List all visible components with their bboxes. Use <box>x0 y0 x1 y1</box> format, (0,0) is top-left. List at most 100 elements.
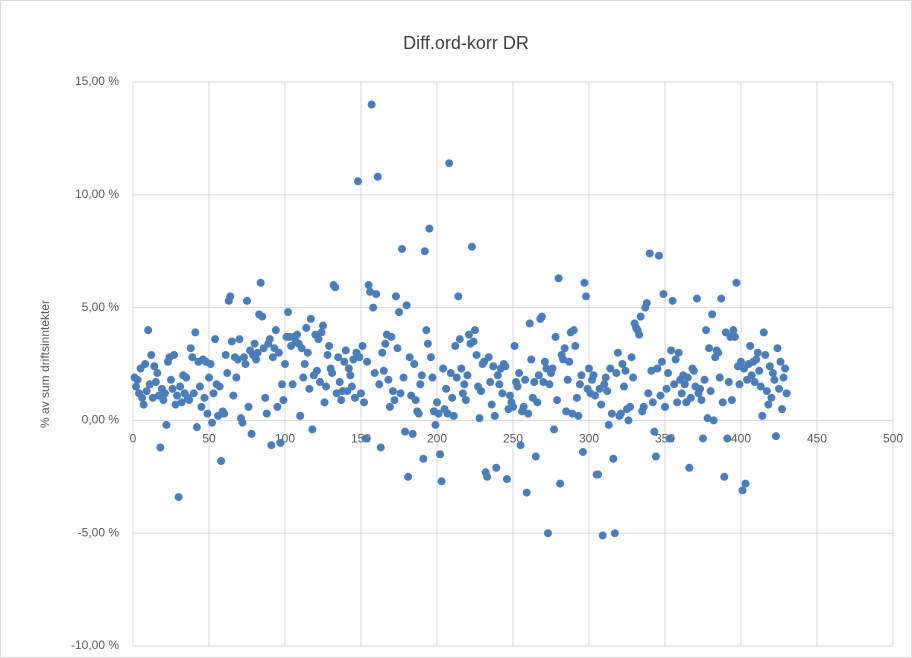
point <box>211 335 220 344</box>
point <box>253 348 262 357</box>
point <box>714 348 723 357</box>
point <box>699 434 707 443</box>
point <box>486 378 495 387</box>
point <box>451 341 460 350</box>
point <box>609 454 618 463</box>
point <box>779 373 788 382</box>
point <box>357 389 365 398</box>
point <box>618 360 627 368</box>
point <box>484 353 493 362</box>
point <box>600 380 609 389</box>
point <box>572 393 581 402</box>
point <box>293 330 302 339</box>
point <box>221 350 230 359</box>
point <box>437 477 446 486</box>
point <box>492 463 501 472</box>
point <box>591 391 600 400</box>
point <box>525 319 534 328</box>
point <box>235 335 244 344</box>
point <box>411 396 420 405</box>
point <box>449 411 458 420</box>
point <box>358 341 367 350</box>
point <box>265 335 274 344</box>
point <box>206 360 215 368</box>
point <box>540 357 549 366</box>
point <box>144 326 153 335</box>
point <box>603 387 612 396</box>
point <box>764 400 773 409</box>
point <box>680 380 689 389</box>
point <box>267 441 276 450</box>
point <box>244 402 253 411</box>
y-tick-label: 0,00 % <box>82 413 120 427</box>
point <box>434 409 443 418</box>
point <box>340 357 349 366</box>
point <box>560 344 569 353</box>
point <box>436 450 445 459</box>
x-tick-label: 50 <box>202 432 216 446</box>
point <box>410 360 419 368</box>
point <box>297 344 306 353</box>
point <box>404 472 413 481</box>
point <box>188 353 197 362</box>
point <box>312 366 321 375</box>
point <box>226 292 235 301</box>
point <box>442 384 451 393</box>
point <box>720 472 729 481</box>
point <box>472 350 481 359</box>
point <box>381 339 390 348</box>
point <box>750 378 759 387</box>
x-tick-label: 200 <box>427 432 447 446</box>
point <box>378 348 387 357</box>
point <box>247 429 256 438</box>
point <box>170 350 179 359</box>
point <box>550 425 559 434</box>
point <box>200 393 209 402</box>
point <box>460 380 469 389</box>
point <box>195 382 204 391</box>
point <box>153 369 162 378</box>
point <box>227 337 236 346</box>
point <box>606 364 615 373</box>
point <box>651 452 660 461</box>
point <box>379 366 388 375</box>
point <box>708 310 717 319</box>
x-tick-label: 450 <box>807 432 827 446</box>
point <box>487 400 496 409</box>
point <box>513 382 522 391</box>
point <box>674 348 683 357</box>
point <box>613 348 622 357</box>
point <box>369 303 378 312</box>
point <box>498 389 507 398</box>
point <box>505 391 514 400</box>
point <box>668 296 677 305</box>
y-tick-label: -10,00 % <box>71 638 119 652</box>
point <box>205 373 213 382</box>
x-tick-label: 300 <box>579 432 599 446</box>
point <box>335 378 344 387</box>
point <box>569 326 578 335</box>
point <box>755 366 764 375</box>
point <box>685 463 694 472</box>
point <box>746 341 755 350</box>
point <box>361 434 370 443</box>
point <box>353 177 362 186</box>
point <box>604 420 613 429</box>
point <box>422 326 431 335</box>
y-tick-label: 15,00 % <box>75 74 119 88</box>
point <box>168 384 177 393</box>
point <box>455 335 464 344</box>
point <box>156 443 165 452</box>
point <box>580 278 589 287</box>
point <box>771 432 780 441</box>
point <box>192 423 201 432</box>
point <box>398 244 407 253</box>
point <box>367 100 376 109</box>
point <box>594 470 603 479</box>
point <box>174 493 183 502</box>
point <box>778 405 787 414</box>
point <box>150 362 159 371</box>
y-tick-label: -5,00 % <box>78 525 120 539</box>
point <box>718 398 727 407</box>
point <box>563 375 572 384</box>
